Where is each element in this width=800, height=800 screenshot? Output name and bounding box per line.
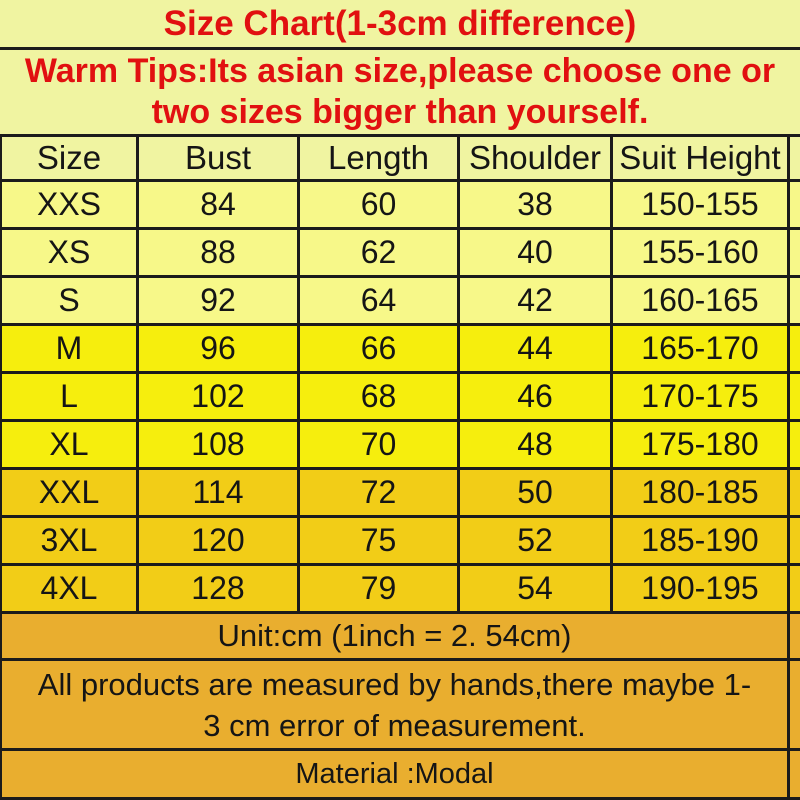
cell-suit-height: 180-185 [613, 470, 790, 515]
table-row: XXL 114 72 50 180-185 [2, 470, 800, 518]
header-bust: Bust [139, 137, 300, 179]
measurement-note-line2: 3 cm error of measurement. [203, 707, 586, 743]
cell-size: XXL [2, 470, 139, 515]
warm-tips-line2: two sizes bigger than yourself. [151, 93, 649, 131]
unit-row: Unit:cm (1inch = 2. 54cm) [2, 614, 800, 661]
cell-shoulder: 44 [460, 326, 613, 371]
row-spacer [790, 661, 800, 748]
row-spacer [790, 470, 800, 515]
measurement-note: All products are measured by hands,there… [2, 661, 790, 748]
unit-note: Unit:cm (1inch = 2. 54cm) [2, 614, 790, 658]
cell-size: M [2, 326, 139, 371]
cell-shoulder: 54 [460, 566, 613, 611]
table-row: M 96 66 44 165-170 [2, 326, 800, 374]
cell-length: 75 [300, 518, 460, 563]
cell-bust: 96 [139, 326, 300, 371]
material-row: Material :Modal [2, 751, 800, 800]
cell-size: L [2, 374, 139, 419]
cell-length: 72 [300, 470, 460, 515]
table-row: XS 88 62 40 155-160 [2, 230, 800, 278]
cell-length: 68 [300, 374, 460, 419]
header-size: Size [2, 137, 139, 179]
cell-length: 79 [300, 566, 460, 611]
cell-shoulder: 50 [460, 470, 613, 515]
table-row: XXS 84 60 38 150-155 [2, 182, 800, 230]
table-row: L 102 68 46 170-175 [2, 374, 800, 422]
cell-bust: 88 [139, 230, 300, 275]
cell-size: S [2, 278, 139, 323]
cell-suit-height: 155-160 [613, 230, 790, 275]
cell-suit-height: 170-175 [613, 374, 790, 419]
cell-length: 64 [300, 278, 460, 323]
table-row: XL 108 70 48 175-180 [2, 422, 800, 470]
page-title: Size Chart(1-3cm difference) [0, 0, 800, 47]
title-text: Size Chart(1-3cm difference) [163, 3, 637, 43]
row-spacer [790, 374, 800, 419]
cell-suit-height: 175-180 [613, 422, 790, 467]
cell-shoulder: 52 [460, 518, 613, 563]
table-row: S 92 64 42 160-165 [2, 278, 800, 326]
cell-size: XS [2, 230, 139, 275]
warm-tips: Warm Tips:Its asian size,please choose o… [0, 50, 800, 134]
measurement-note-line1: All products are measured by hands,there… [37, 666, 752, 702]
cell-length: 66 [300, 326, 460, 371]
cell-suit-height: 190-195 [613, 566, 790, 611]
cell-length: 70 [300, 422, 460, 467]
cell-shoulder: 40 [460, 230, 613, 275]
row-spacer [790, 137, 800, 179]
material-note: Material :Modal [2, 751, 790, 797]
cell-shoulder: 48 [460, 422, 613, 467]
header-shoulder: Shoulder [460, 137, 613, 179]
cell-bust: 108 [139, 422, 300, 467]
cell-bust: 114 [139, 470, 300, 515]
cell-bust: 92 [139, 278, 300, 323]
cell-size: XXS [2, 182, 139, 227]
divider [0, 47, 800, 50]
row-spacer [790, 326, 800, 371]
cell-length: 62 [300, 230, 460, 275]
cell-shoulder: 42 [460, 278, 613, 323]
cell-shoulder: 46 [460, 374, 613, 419]
cell-bust: 128 [139, 566, 300, 611]
divider [0, 134, 800, 137]
row-spacer [790, 278, 800, 323]
warm-tips-line1: Warm Tips:Its asian size,please choose o… [24, 52, 776, 90]
table-row: 4XL 128 79 54 190-195 [2, 566, 800, 614]
cell-suit-height: 185-190 [613, 518, 790, 563]
cell-size: 4XL [2, 566, 139, 611]
row-spacer [790, 518, 800, 563]
row-spacer [790, 614, 800, 658]
row-spacer [790, 230, 800, 275]
row-spacer [790, 566, 800, 611]
table-row: 3XL 120 75 52 185-190 [2, 518, 800, 566]
cell-bust: 120 [139, 518, 300, 563]
table-body: XXS 84 60 38 150-155 XS 88 62 40 155-160… [2, 182, 800, 614]
header-length: Length [300, 137, 460, 179]
measurement-note-row: All products are measured by hands,there… [2, 661, 800, 751]
row-spacer [790, 751, 800, 797]
cell-size: XL [2, 422, 139, 467]
row-spacer [790, 182, 800, 227]
cell-suit-height: 165-170 [613, 326, 790, 371]
cell-size: 3XL [2, 518, 139, 563]
cell-suit-height: 150-155 [613, 182, 790, 227]
row-spacer [790, 422, 800, 467]
cell-length: 60 [300, 182, 460, 227]
footer-notes: Unit:cm (1inch = 2. 54cm) All products a… [0, 614, 800, 800]
header-suit-height: Suit Height [613, 137, 790, 179]
cell-bust: 102 [139, 374, 300, 419]
size-table: Size Bust Length Shoulder Suit Height XX… [0, 137, 800, 614]
cell-shoulder: 38 [460, 182, 613, 227]
cell-suit-height: 160-165 [613, 278, 790, 323]
table-header-row: Size Bust Length Shoulder Suit Height [2, 137, 800, 182]
cell-bust: 84 [139, 182, 300, 227]
